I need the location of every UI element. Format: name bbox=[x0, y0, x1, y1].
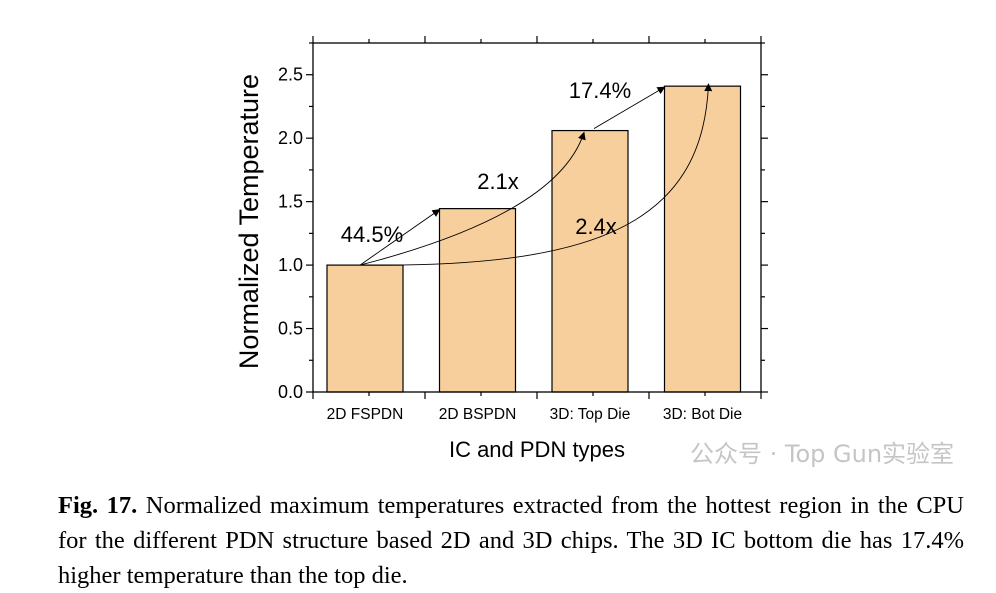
figure-caption: Fig. 17. Normalized maximum temperatures… bbox=[58, 488, 964, 593]
y-tick-label: 1.5 bbox=[278, 192, 303, 212]
bar-1 bbox=[438, 208, 517, 393]
annotation-label: 2.1x bbox=[477, 169, 519, 194]
annotation-arrow-0 bbox=[359, 209, 441, 266]
y-tick-label: 0.0 bbox=[278, 382, 303, 402]
x-tick-label: 2D BSPDN bbox=[439, 406, 517, 423]
annotation-label: 17.4% bbox=[569, 78, 631, 103]
x-tick-label: 3D: Top Die bbox=[550, 406, 631, 423]
x-tick-label: 3D: Bot Die bbox=[663, 406, 742, 423]
bar-0 bbox=[326, 264, 404, 393]
bar-2 bbox=[551, 129, 629, 393]
y-tick-label: 2.0 bbox=[278, 128, 303, 148]
x-tick-label: 2D FSPDN bbox=[327, 406, 404, 423]
annotation-arrow-1 bbox=[359, 131, 586, 266]
y-axis-label: Normalized Temperature bbox=[234, 74, 264, 369]
x-axis-label: IC and PDN types bbox=[449, 437, 625, 462]
bar-3 bbox=[663, 85, 742, 393]
annotation-arrow-3 bbox=[359, 83, 713, 266]
y-tick-label: 2.5 bbox=[278, 65, 303, 85]
caption-label: Fig. 17. bbox=[58, 492, 138, 519]
annotation-arrow-2 bbox=[593, 86, 666, 129]
y-tick-label: 0.5 bbox=[278, 319, 303, 339]
y-tick-label: 1.0 bbox=[278, 255, 303, 275]
bar-chart: 2D FSPDN 2D BSPDN 3D: Top Die 3D: Bot Die 0.… bbox=[234, 36, 768, 462]
annotation-label: 44.5% bbox=[341, 222, 403, 247]
caption-text: Normalized maximum temperatures extracte… bbox=[58, 492, 964, 589]
annotation-label: 2.4x bbox=[575, 214, 617, 239]
